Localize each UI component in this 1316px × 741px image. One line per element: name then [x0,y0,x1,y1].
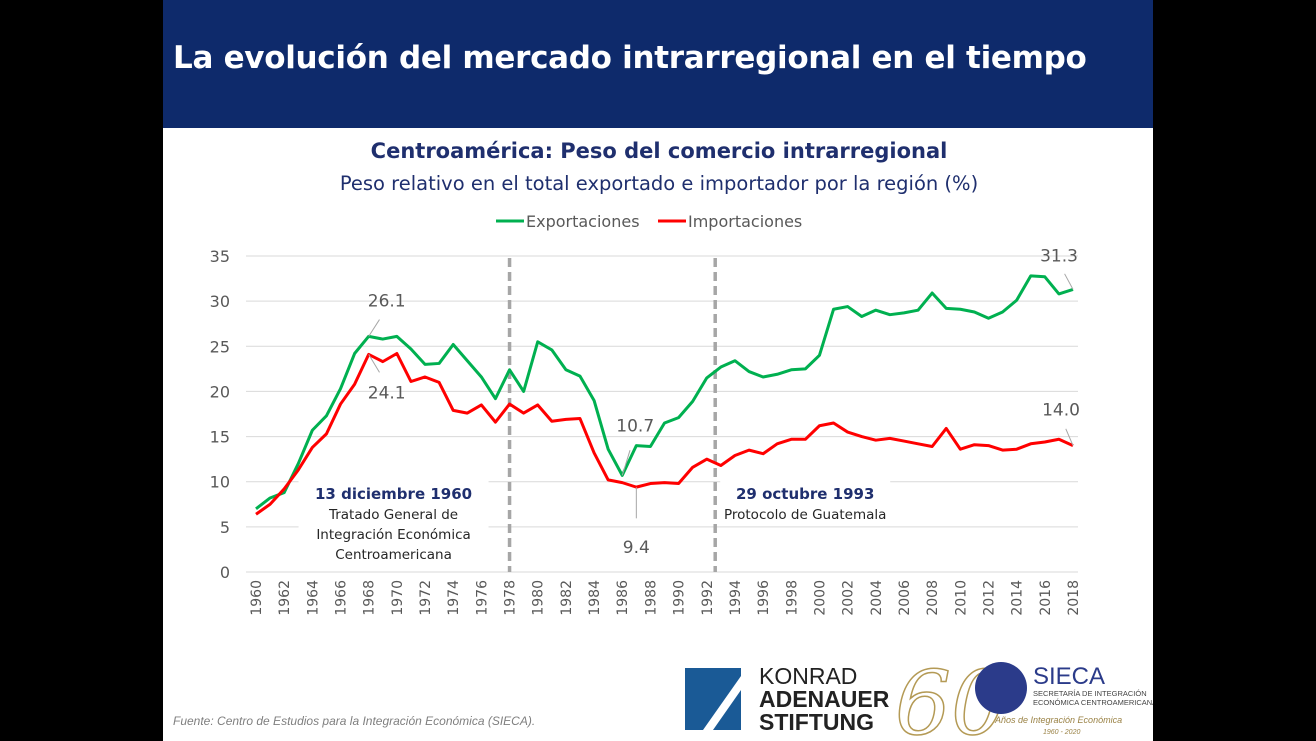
chart-title: Centroamérica: Peso del comercio intrarr… [371,139,948,163]
x-tick-label: 2018 [1066,580,1082,616]
slide-header: La evolución del mercado intrarregional … [163,0,1153,128]
legend-label-importaciones: Importaciones [688,212,802,231]
x-tick-label: 1998 [784,580,800,616]
data-label-leader [1065,428,1074,446]
x-tick-label: 2008 [925,580,941,616]
source-note: Fuente: Centro de Estudios para la Integ… [173,714,536,728]
annotation-text: Tratado General de [328,507,458,523]
y-tick-label: 25 [210,337,230,356]
x-tick-label: 1982 [559,580,575,616]
sieca-name: SIECA [1033,663,1105,690]
sieca-globe-icon [975,662,1027,714]
x-tick-label: 2014 [1010,580,1026,616]
sieca-sub-2: ECONÓMICA CENTROAMERICANA [1033,698,1153,707]
legend: Exportaciones Importaciones [496,212,802,231]
x-tick-label: 1988 [643,580,659,616]
x-tick-label: 1980 [531,580,547,616]
line-chart: Centroamérica: Peso del comercio intrarr… [210,139,1082,616]
slide-title: La evolución del mercado intrarregional … [173,40,1087,76]
x-tick-label: 1992 [700,580,716,616]
slide: La evolución del mercado intrarregional … [163,0,1153,741]
data-label: 9.4 [623,538,650,558]
y-tick-label: 0 [220,563,230,582]
annotation-title: 13 diciembre 1960 [315,485,472,503]
kas-line2: ADENAUER [759,686,890,712]
x-tick-label: 2016 [1038,580,1054,616]
x-tick-label: 2004 [869,580,885,616]
x-tick-label: 1964 [305,580,321,616]
series-line-importaciones [255,352,1074,516]
data-label-leader [368,354,380,373]
annotation-text: Protocolo de Guatemala [724,507,886,523]
x-tick-label: 1996 [756,580,772,616]
data-label-leader [368,319,380,337]
kas-line3: STIFTUNG [759,709,874,735]
x-tick-label: 2010 [953,580,969,616]
x-tick-label: 2006 [897,580,913,616]
y-tick-label: 5 [220,518,230,537]
x-tick-label: 1972 [418,580,434,616]
y-tick-label: 30 [210,292,230,311]
legend-label-exportaciones: Exportaciones [526,212,640,231]
kas-line1: KONRAD [759,663,857,689]
x-tick-label: 2002 [841,580,857,616]
annotation-box [720,478,891,523]
y-tick-label: 15 [210,428,230,447]
annotation-box [298,478,489,568]
x-tick-label: 1986 [615,580,631,616]
annotation-text: Centroamericana [335,547,452,563]
data-label: 26.1 [368,291,406,311]
logos: KONRAD ADENAUER STIFTUNG 60 SIECA SECRET… [685,651,1153,738]
x-tick-label: 2000 [812,580,828,616]
x-tick-label: 1974 [446,580,462,616]
sieca-sub-1: SECRETARÍA DE INTEGRACIÓN [1033,689,1147,698]
sieca-tagline: Años de Integración Económica [994,715,1122,725]
series-line-exportaciones [255,274,1074,510]
annotation-title: 29 octubre 1993 [736,485,874,503]
x-tick-label: 1976 [474,580,490,616]
x-tick-label: 1994 [728,580,744,616]
data-label: 14.0 [1042,401,1080,421]
sieca-years: 1960 - 2020 [1043,729,1080,736]
kas-logo: KONRAD ADENAUER STIFTUNG [685,663,890,735]
data-label-leader [1064,273,1074,290]
annotation-text: Integración Económica [316,527,470,543]
x-tick-label: 1966 [334,580,350,616]
chart-subtitle: Peso relativo en el total exportado e im… [340,172,978,195]
data-label-leader [621,450,631,476]
x-tick-label: 2012 [981,580,997,616]
y-tick-label: 20 [210,382,230,401]
x-tick-label: 1962 [277,580,293,616]
x-tick-label: 1968 [362,580,378,616]
x-tick-label: 1970 [390,580,406,616]
x-tick-label: 1984 [587,580,603,616]
x-tick-label: 1978 [503,580,519,616]
y-tick-label: 10 [210,473,230,492]
y-tick-label: 35 [210,247,230,266]
data-label: 31.3 [1040,246,1078,266]
data-label: 24.1 [368,383,406,403]
x-tick-label: 1960 [249,580,265,616]
x-tick-label: 1990 [672,580,688,616]
data-label: 10.7 [616,416,654,436]
